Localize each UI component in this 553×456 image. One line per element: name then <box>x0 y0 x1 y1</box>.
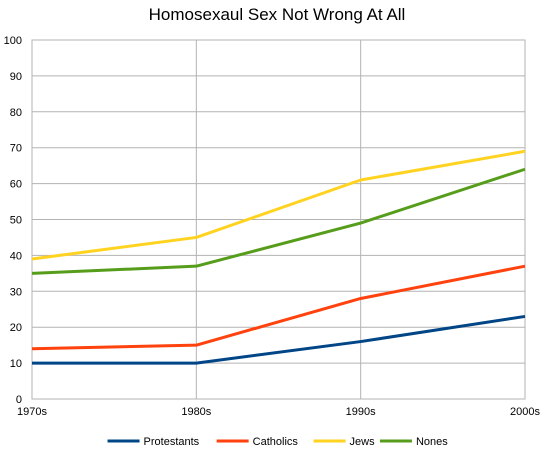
legend-label: Catholics <box>253 436 299 448</box>
grid <box>31 39 526 400</box>
legend-item-jews: Jews <box>313 436 376 448</box>
series-line-nones <box>31 167 526 275</box>
plot-area-border <box>31 39 526 400</box>
legend-label: Jews <box>350 436 376 448</box>
y-tick-label: 30 <box>10 286 22 298</box>
y-tick-label: 100 <box>4 35 22 47</box>
legend-item-protestants: Protestants <box>107 436 200 448</box>
series-line-catholics <box>31 264 526 351</box>
y-tick-label: 10 <box>10 358 22 370</box>
y-tick-label: 40 <box>10 250 22 262</box>
y-tick-label: 20 <box>10 322 22 334</box>
legend: Protestants Catholics Jews Nones <box>107 436 448 448</box>
x-tick-label: 1980s <box>181 406 211 418</box>
legend-item-catholics: Catholics <box>216 436 299 448</box>
y-tick-label: 70 <box>10 143 22 155</box>
chart-title: Homosexaul Sex Not Wrong At All <box>149 5 406 24</box>
y-tick-label: 80 <box>10 107 22 119</box>
x-tick-label: 1990s <box>346 406 376 418</box>
series-line-protestants <box>32 314 526 365</box>
plot-frame <box>31 39 526 400</box>
legend-label: Nones <box>416 436 448 448</box>
legend-label: Protestants <box>144 436 200 448</box>
legend-item-nones: Nones <box>379 436 448 448</box>
x-axis: 1970s 1980s 1990s 2000s <box>17 406 540 418</box>
y-tick-label: 0 <box>16 394 22 406</box>
x-tick-label: 2000s <box>510 406 540 418</box>
y-tick-label: 90 <box>10 71 22 83</box>
series-lines <box>31 149 526 365</box>
x-tick-label: 1970s <box>17 406 47 418</box>
y-axis: 0 10 20 30 40 50 60 70 80 90 100 <box>4 35 22 406</box>
y-tick-label: 50 <box>10 215 22 227</box>
series-line-jews <box>31 149 526 261</box>
y-tick-label: 60 <box>10 179 22 191</box>
